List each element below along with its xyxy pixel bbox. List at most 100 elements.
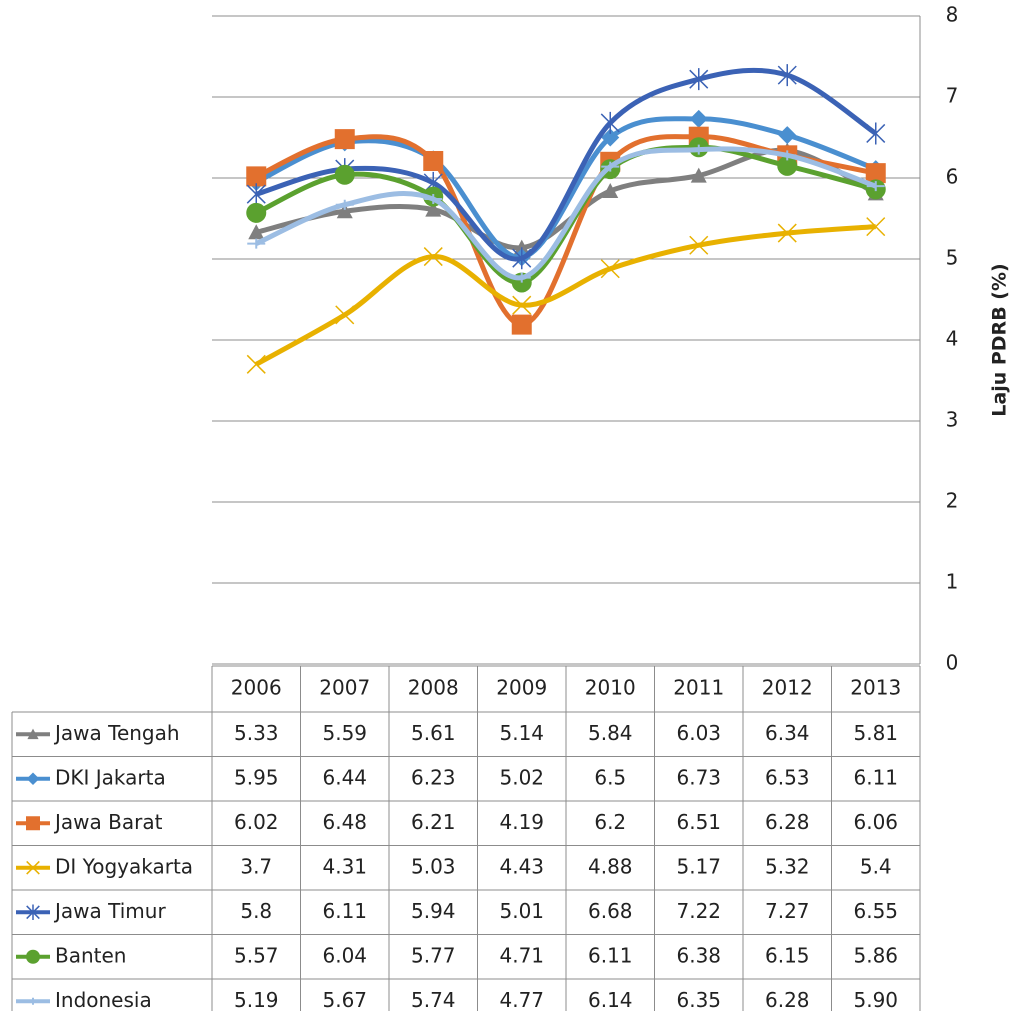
table-cell: 5.95 <box>234 765 279 789</box>
legend-label: DI Yogyakarta <box>55 854 193 878</box>
table-cell: 7.27 <box>765 899 810 923</box>
marker <box>777 223 797 243</box>
line <box>255 144 877 285</box>
table-cell: 6.51 <box>676 810 721 834</box>
table-cell: 5.32 <box>765 854 810 878</box>
table-cell: 5.01 <box>499 899 544 923</box>
marker <box>777 64 797 87</box>
marker <box>511 314 532 335</box>
table-cell: 5.81 <box>853 721 898 745</box>
marker <box>601 128 620 147</box>
table-cell: 5.77 <box>411 943 456 967</box>
marker <box>689 109 708 128</box>
marker <box>335 199 354 210</box>
marker <box>689 144 708 155</box>
data-table: 2006 2007 2008 2009 2010 2011 2012 2013 Jawa Ten… <box>11 665 921 1011</box>
marker <box>689 68 709 91</box>
table-cell: 5.8 <box>240 899 272 923</box>
marker <box>866 181 885 192</box>
marker <box>27 728 39 740</box>
legend-label: Jawa Tengah <box>53 721 180 745</box>
table-cell: 5.90 <box>853 988 898 1011</box>
table-cell: 5.94 <box>411 899 456 923</box>
legend-label: Banten <box>55 943 126 967</box>
marker <box>865 163 886 184</box>
table-cell: 6.04 <box>322 943 367 967</box>
marker <box>334 164 355 185</box>
marker <box>425 201 442 217</box>
marker <box>778 150 797 161</box>
line <box>255 116 877 260</box>
marker <box>26 949 40 964</box>
marker <box>423 247 443 267</box>
legend-label: DKI Jakarta <box>55 765 166 789</box>
marker <box>512 272 531 283</box>
table-cell: 6.68 <box>588 899 633 923</box>
marker <box>690 167 707 183</box>
marker <box>334 129 355 150</box>
table-cell: 6.03 <box>676 721 721 745</box>
y-tick-label: 6 <box>946 165 959 189</box>
y-tick-label: 0 <box>946 651 959 675</box>
marker <box>26 997 40 1005</box>
table-cell: 3.7 <box>240 854 272 878</box>
x-tick-label: 2011 <box>673 676 724 700</box>
marker <box>777 155 798 176</box>
table-cell: 6.38 <box>676 943 721 967</box>
table-cell: 6.15 <box>765 943 810 967</box>
marker <box>246 166 267 187</box>
table-cell: 4.43 <box>499 854 544 878</box>
table-cell: 6.2 <box>594 810 626 834</box>
legend-label: Jawa Timur <box>53 899 166 923</box>
series <box>246 217 886 374</box>
table-cell: 6.11 <box>853 765 898 789</box>
line <box>255 67 878 262</box>
marker <box>26 772 40 786</box>
table-cell: 6.06 <box>853 810 898 834</box>
y-tick-label: 3 <box>946 408 959 432</box>
x-tick-label: 2009 <box>496 676 547 700</box>
table-cell: 6.23 <box>411 765 456 789</box>
marker <box>512 295 532 315</box>
table-cell: 4.31 <box>322 854 367 878</box>
marker <box>26 904 40 920</box>
table-cell: 4.77 <box>499 988 544 1011</box>
table-cell: 5.33 <box>234 721 279 745</box>
x-tick-label: 2013 <box>850 676 901 700</box>
marker <box>246 183 266 206</box>
marker <box>248 224 265 240</box>
table-cell: 6.02 <box>234 810 279 834</box>
table-cell: 5.57 <box>234 943 279 967</box>
table-cell: 5.74 <box>411 988 456 1011</box>
table-cell: 6.28 <box>765 988 810 1011</box>
table-cell: 6.35 <box>676 988 721 1011</box>
x-tick-label: 2006 <box>231 676 282 700</box>
table-cell: 6.21 <box>411 810 456 834</box>
table-cell: 6.5 <box>594 765 626 789</box>
marker <box>512 247 532 270</box>
table-cell: 5.67 <box>322 988 367 1011</box>
table-cell: 4.19 <box>499 810 544 834</box>
marker <box>601 161 620 172</box>
table-cell: 5.59 <box>322 721 367 745</box>
y-tick-label: 7 <box>946 84 959 108</box>
line <box>255 146 877 281</box>
marker <box>866 122 886 145</box>
marker <box>689 235 709 255</box>
table-cell: 7.22 <box>676 899 721 923</box>
table-cell: 5.4 <box>860 854 892 878</box>
marker <box>602 182 619 198</box>
table-cell: 5.61 <box>411 721 456 745</box>
table-cell: 5.14 <box>499 721 544 745</box>
x-tick-label: 2012 <box>762 676 813 700</box>
y-tick-label: 2 <box>946 489 959 513</box>
y-tick-label: 4 <box>946 327 959 351</box>
table-cell: 6.48 <box>322 810 367 834</box>
table-cell: 5.02 <box>499 765 544 789</box>
series <box>247 144 885 283</box>
table-cell: 6.73 <box>676 765 721 789</box>
table-cell: 6.53 <box>765 765 810 789</box>
marker <box>336 203 353 219</box>
table-cell: 4.88 <box>588 854 633 878</box>
